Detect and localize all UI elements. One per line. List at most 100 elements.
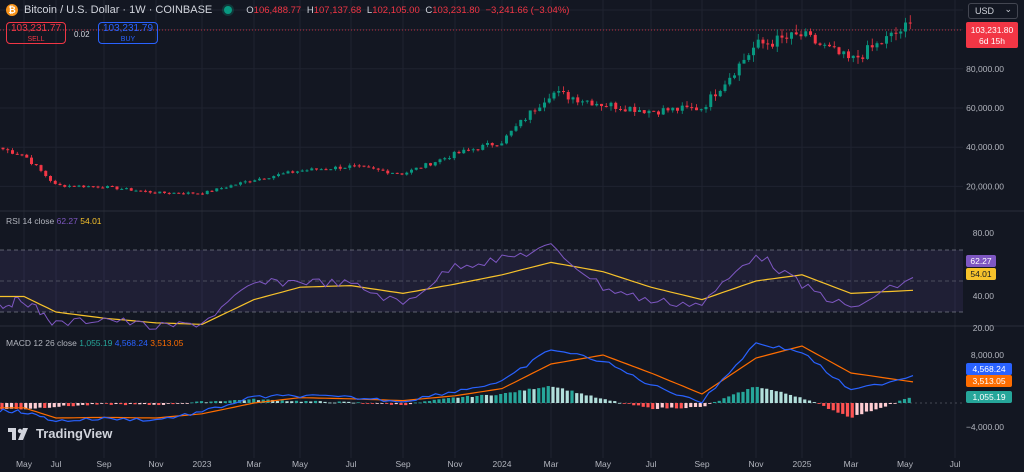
macd-histogram-bar: [171, 403, 175, 405]
currency-selector[interactable]: USD: [968, 2, 1018, 19]
buy-button[interactable]: 103,231.79 BUY: [98, 22, 158, 44]
candle-body: [224, 187, 228, 189]
time-axis-label: Jul: [51, 459, 62, 469]
candle-body: [790, 32, 793, 39]
macd-histogram-bar: [864, 403, 869, 412]
macd-histogram-bar: [674, 403, 679, 409]
macd-histogram-bar: [879, 403, 883, 408]
candle-body: [49, 176, 52, 181]
macd-histogram-bar: [741, 391, 745, 403]
candle-body: [904, 22, 907, 32]
macd-histogram-bar: [693, 403, 698, 407]
macd-histogram-bar: [81, 403, 85, 405]
candle-body: [813, 34, 817, 44]
macd-line-value-tag-text: 4,568.24: [972, 364, 1005, 374]
macd-histogram-bar: [793, 396, 797, 403]
candle-body: [695, 107, 698, 111]
macd-histogram-bar: [380, 403, 384, 404]
candle-body: [614, 102, 618, 109]
candle-body: [158, 191, 162, 194]
macd-histogram-bar: [389, 403, 394, 405]
candle-body: [880, 43, 884, 45]
macd-histogram-bar: [760, 388, 764, 403]
macd-histogram-bar: [142, 403, 147, 405]
candle-body: [595, 103, 599, 106]
sell-button[interactable]: 103,231.77 SELL: [6, 22, 66, 44]
candle-body: [680, 105, 684, 111]
rsi-axis-tick: 20.00: [973, 323, 995, 333]
candle-body: [134, 190, 138, 192]
macd-histogram-bar: [622, 403, 626, 404]
price-axis-tick: 40,000.00: [966, 142, 1004, 152]
candle-body: [752, 47, 755, 56]
macd-histogram-bar: [636, 403, 641, 406]
candle-body: [87, 186, 90, 188]
macd-histogram-bar: [47, 403, 52, 408]
macd-title: MACD: [6, 338, 32, 348]
candle-body: [657, 111, 660, 115]
macd-histogram-bar: [309, 401, 313, 403]
macd-histogram-bar: [831, 403, 835, 411]
macd-line-value-tag: [966, 363, 1012, 375]
macd-line-legend-value: 4,568.24: [114, 338, 148, 348]
candle-body: [177, 192, 181, 194]
macd-histogram-bar: [85, 403, 90, 406]
candle-body: [528, 110, 532, 120]
macd-histogram-bar: [423, 401, 427, 403]
macd-histogram-bar: [285, 401, 289, 403]
candle-body: [424, 163, 428, 168]
macd-histogram-bar: [180, 403, 185, 404]
macd-histogram-bar: [822, 403, 826, 406]
candle-body: [756, 39, 760, 48]
candle-body: [338, 166, 342, 169]
candle-body: [120, 188, 124, 190]
macd-histogram-bar: [195, 401, 199, 403]
macd-histogram-bar: [679, 403, 683, 409]
candle-body: [889, 32, 893, 37]
macd-histogram-bar: [247, 399, 251, 403]
candle-body: [780, 35, 784, 38]
bar-countdown: 6d 15h: [979, 36, 1005, 46]
rsi-legend[interactable]: RSI 14 close 62.27 54.01: [6, 216, 102, 226]
tradingview-logo[interactable]: TradingView: [8, 426, 112, 441]
symbol-title[interactable]: Bitcoin / U.S. Dollar · 1W · COINBASE: [24, 4, 213, 16]
candle-body: [348, 165, 352, 168]
tradingview-logo-icon: [8, 427, 28, 440]
candle-body: [357, 165, 361, 167]
macd-histogram-bar: [850, 403, 854, 418]
candle-body: [866, 45, 869, 59]
time-axis-label: Nov: [748, 459, 764, 469]
open-label: O: [246, 4, 254, 16]
candle-body: [39, 165, 43, 171]
candle-body: [291, 171, 295, 173]
macd-histogram-bar: [617, 402, 622, 404]
macd-histogram-bar: [589, 395, 593, 403]
candle-body: [885, 36, 888, 44]
candle-body: [519, 119, 523, 127]
macd-histogram-bar: [807, 400, 812, 403]
candle-body: [533, 110, 537, 112]
candle-body: [804, 31, 808, 37]
candle-body: [894, 32, 898, 34]
candle-body: [509, 130, 513, 136]
candle-body: [6, 149, 10, 151]
candle-body: [281, 173, 285, 175]
macd-histogram-bar: [342, 401, 346, 403]
macd-histogram-bar: [470, 397, 474, 403]
bitcoin-icon: ₿: [6, 4, 18, 16]
candle-body: [191, 192, 195, 194]
macd-legend[interactable]: MACD 12 26 close 1,055.19 4,568.24 3,513…: [6, 338, 183, 348]
macd-histogram-bar: [199, 401, 204, 403]
macd-histogram-bar: [513, 392, 517, 403]
macd-histogram-bar: [294, 400, 299, 403]
candle-body: [704, 106, 708, 110]
symbol-header[interactable]: ₿ Bitcoin / U.S. Dollar · 1W · COINBASE …: [6, 4, 572, 16]
rsi-title: RSI: [6, 216, 21, 226]
macd-histogram-bar: [736, 392, 740, 403]
last-price-tag: [966, 22, 1018, 48]
macd-histogram-bar: [256, 400, 261, 403]
candle-body: [30, 157, 33, 165]
macd-histogram-bar: [166, 403, 170, 404]
macd-histogram-bar: [404, 403, 408, 406]
